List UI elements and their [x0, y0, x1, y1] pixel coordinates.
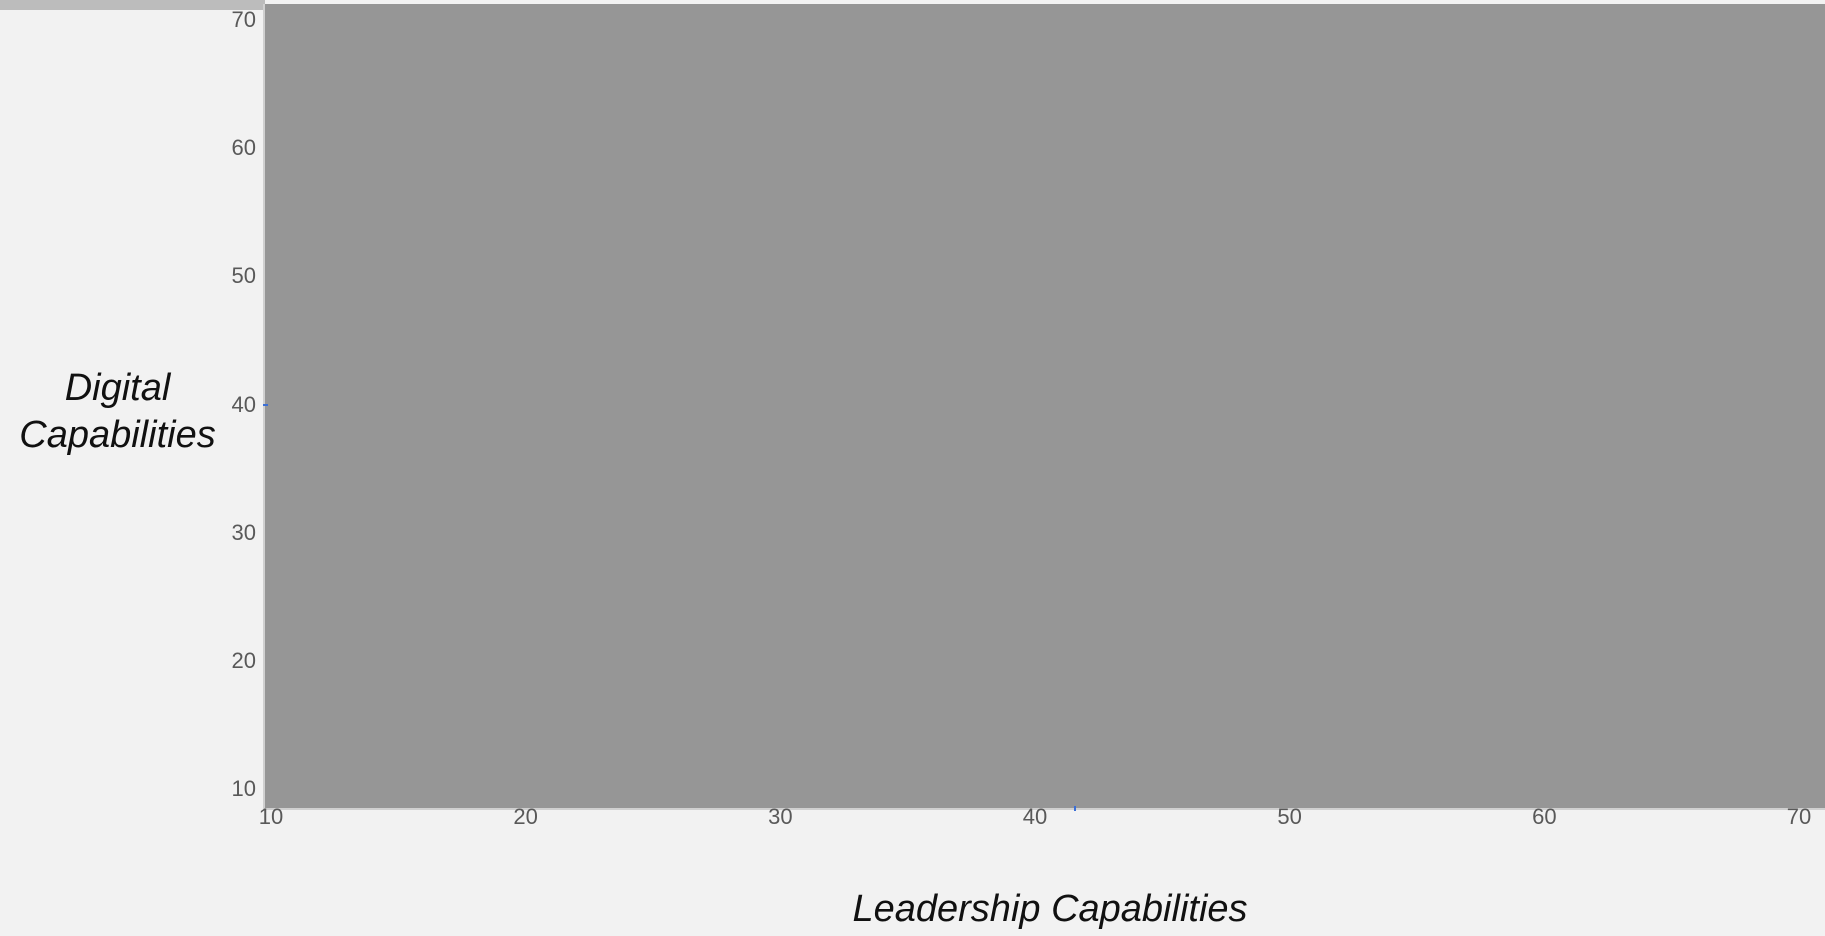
y-axis-marker [263, 403, 268, 406]
x-tick-label: 60 [1532, 804, 1557, 829]
x-tick-label: 70 [1786, 804, 1812, 829]
x-axis-marker [1074, 806, 1077, 811]
y-tick-label: 70 [231, 7, 256, 32]
x-tick-label: 20 [513, 804, 538, 829]
y-tick-label: 30 [231, 519, 256, 545]
x-tick-label: 30 [768, 804, 793, 829]
y-tick-label: 50 [231, 263, 256, 289]
y-axis-title: Digital Capabilities [0, 365, 235, 459]
top-strip [0, 0, 265, 10]
x-axis-title: Leadership Capabilities [852, 888, 1248, 930]
y-axis-title-line: Capabilities [19, 414, 216, 456]
y-axis-title-line: Digital [64, 367, 171, 409]
plot-area [263, 4, 1825, 810]
x-tick-label: 50 [1277, 804, 1302, 829]
y-tick-label: 20 [231, 647, 256, 673]
y-tick-label: 60 [231, 135, 256, 161]
y-tick-label: 40 [231, 391, 256, 417]
x-tick-label: 40 [1022, 804, 1048, 829]
y-tick-label: 10 [231, 776, 256, 801]
x-tick-label: 10 [258, 804, 284, 829]
